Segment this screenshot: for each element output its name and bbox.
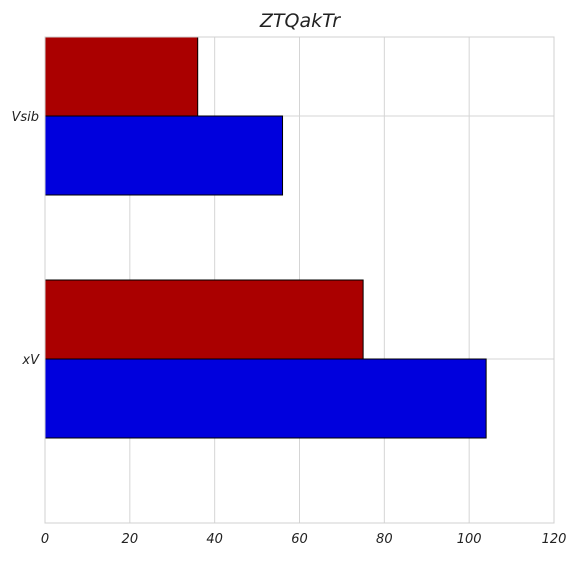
x-tick-label: 60 xyxy=(291,532,308,547)
bar-series-1-vsib xyxy=(44,115,284,196)
bar-series-1-xv xyxy=(44,358,487,439)
bar-series-2-vsib xyxy=(44,36,199,117)
y-tick-label: xV xyxy=(21,353,40,368)
bar-series-2-xv xyxy=(44,279,364,360)
plot-frame xyxy=(44,36,555,524)
x-tick-label: 80 xyxy=(376,532,393,547)
x-tick-label: 40 xyxy=(206,532,223,547)
x-tick-labels: 0 20 40 60 80 100 120 xyxy=(41,532,567,547)
x-tick-label: 20 xyxy=(122,532,139,547)
y-tick-labels: Vsib xV xyxy=(11,110,40,368)
x-tick-label: 120 xyxy=(542,532,567,547)
y-tick-label: Vsib xyxy=(11,110,39,125)
chart-title: ZTQakTr xyxy=(259,10,341,32)
x-tick-label: 100 xyxy=(457,532,482,547)
x-tick-label: 0 xyxy=(41,532,49,547)
bars xyxy=(44,36,487,439)
